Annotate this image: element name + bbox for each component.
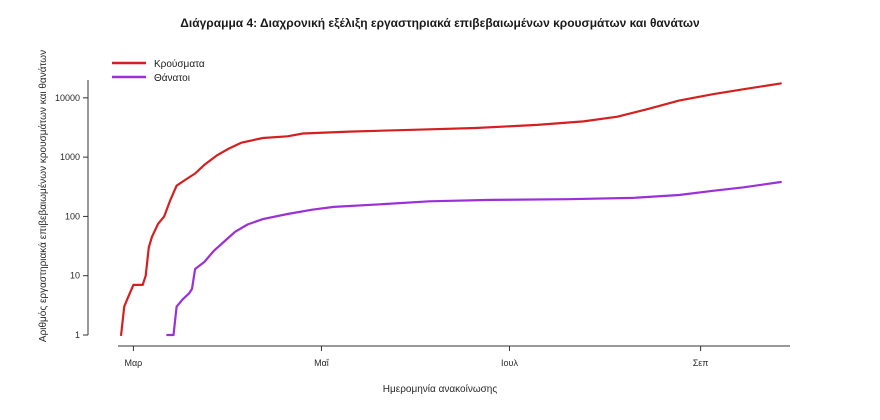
x-tick-label: Μαΐ xyxy=(314,358,330,368)
x-tick-label: Μαρ xyxy=(124,358,142,368)
y-tick-label: 10 xyxy=(70,271,80,281)
series-line-cases xyxy=(120,82,782,337)
y-ticks: 1 10 100 1000 10000 xyxy=(55,93,88,340)
y-tick-label: 10000 xyxy=(55,93,80,103)
y-axis-label: Αριθμός εργαστηριακά επιβεβαιωμένων κρου… xyxy=(37,50,49,342)
x-axis-label: Ημερομηνία ανακοίνωσης xyxy=(383,383,498,395)
x-tick-label: Ιουλ xyxy=(501,358,518,368)
y-tick-label: 100 xyxy=(65,211,80,221)
legend-label-cases: Κρούσματα xyxy=(154,58,205,70)
series-group xyxy=(120,82,782,337)
legend-label-deaths: Θάνατοι xyxy=(154,72,190,84)
y-tick-label: 1000 xyxy=(60,152,80,162)
x-ticks: Μαρ Μαΐ Ιουλ Σεπ xyxy=(124,346,709,368)
x-tick-label: Σεπ xyxy=(693,358,709,368)
chart-title: Διάγραμμα 4: Διαχρονική εξέλιξη εργαστηρ… xyxy=(180,16,700,30)
y-tick-label: 1 xyxy=(75,330,80,340)
series-line-deaths xyxy=(166,180,782,337)
legend: Κρούσματα Θάνατοι xyxy=(112,58,205,84)
